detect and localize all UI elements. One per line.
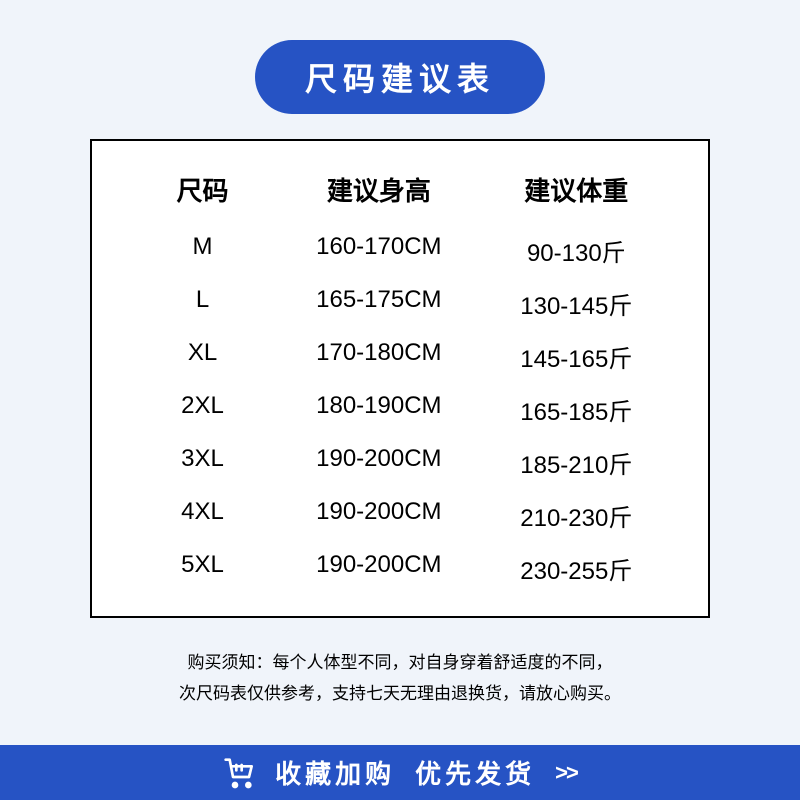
header-size: 尺码 [132, 171, 273, 208]
table-cell: 190-200CM [273, 551, 485, 586]
table-row: 4XL190-200CM210-230斤 [132, 498, 668, 533]
table-header-row: 尺码 建议身高 建议体重 [132, 171, 668, 208]
table-cell: 185-210斤 [485, 445, 668, 480]
header-weight: 建议体重 [485, 171, 668, 208]
table-cell: 190-200CM [273, 498, 485, 533]
title-badge: 尺码建议表 [255, 40, 545, 114]
table-row: 5XL190-200CM230-255斤 [132, 551, 668, 586]
table-cell: 130-145斤 [485, 286, 668, 321]
table-row: 2XL180-190CM165-185斤 [132, 392, 668, 427]
title-text: 尺码建议表 [305, 61, 495, 97]
table-cell: 165-185斤 [485, 392, 668, 427]
table-cell: 5XL [132, 551, 273, 586]
size-table: 尺码 建议身高 建议体重 M160-170CM90-130斤 L165-175CM… [90, 139, 710, 618]
disclaimer-line2: 次尺码表仅供参考，支持七天无理由退换货，请放心购买。 [179, 679, 621, 710]
header-height: 建议身高 [273, 171, 485, 208]
table-row: 3XL190-200CM185-210斤 [132, 445, 668, 480]
footer-text2: 优先发货 [415, 754, 535, 791]
cart-icon [223, 757, 255, 789]
table-cell: 4XL [132, 498, 273, 533]
table-row: L165-175CM130-145斤 [132, 286, 668, 321]
size-chart-container: 尺码建议表 尺码 建议身高 建议体重 M160-170CM90-130斤L165… [0, 0, 800, 800]
table-cell: M [132, 233, 273, 268]
table-cell: L [132, 286, 273, 321]
table-cell: 210-230斤 [485, 498, 668, 533]
table-cell: 180-190CM [273, 392, 485, 427]
table-body: M160-170CM90-130斤 L165-175CM130-145斤 XL170… [132, 233, 668, 586]
disclaimer-line1: 购买须知：每个人体型不同，对自身穿着舒适度的不同， [179, 648, 621, 679]
table-cell: 170-180CM [273, 339, 485, 374]
footer-arrows: >> [555, 760, 577, 786]
table-cell: 230-255斤 [485, 551, 668, 586]
table-cell: 190-200CM [273, 445, 485, 480]
table-cell: 145-165斤 [485, 339, 668, 374]
table-cell: XL [132, 339, 273, 374]
disclaimer-text: 购买须知：每个人体型不同，对自身穿着舒适度的不同， 次尺码表仅供参考，支持七天无… [119, 648, 681, 709]
table-row: M160-170CM90-130斤 [132, 233, 668, 268]
table-cell: 90-130斤 [485, 233, 668, 268]
table-cell: 3XL [132, 445, 273, 480]
footer-text1: 收藏加购 [275, 754, 395, 791]
footer-banner[interactable]: 收藏加购 优先发货 >> [0, 745, 800, 800]
table-cell: 160-170CM [273, 233, 485, 268]
table-row: XL170-180CM145-165斤 [132, 339, 668, 374]
table-cell: 165-175CM [273, 286, 485, 321]
table-cell: 2XL [132, 392, 273, 427]
